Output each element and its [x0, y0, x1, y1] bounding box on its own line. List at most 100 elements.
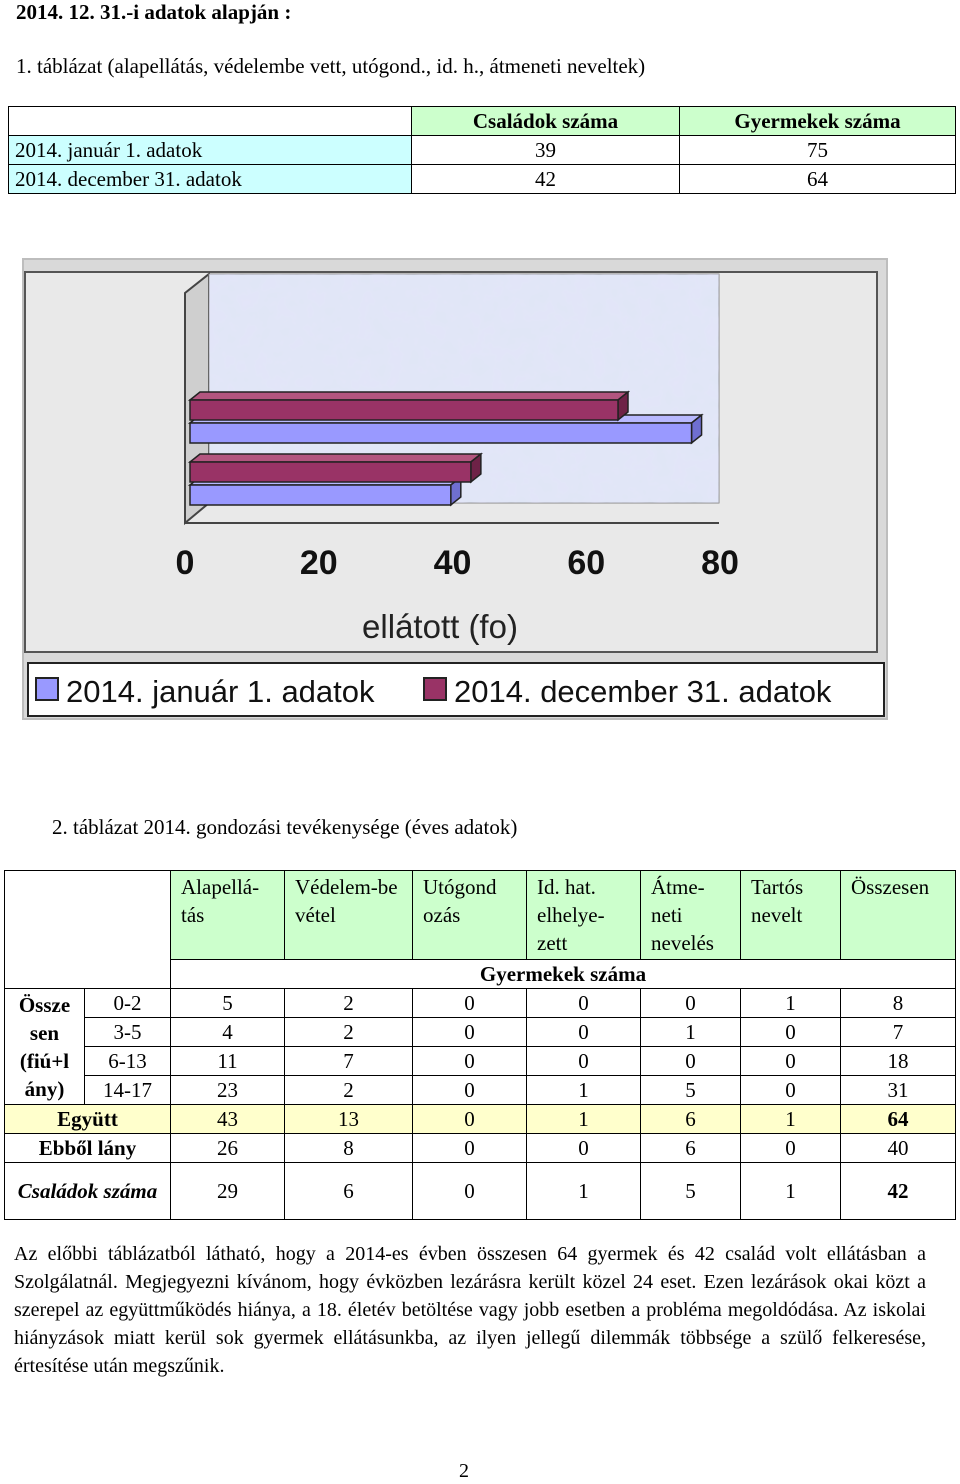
table2-cell: 0: [640, 1046, 741, 1076]
table2-cell: 0: [640, 988, 741, 1018]
table2-cell: 1: [740, 988, 841, 1018]
table2-cell: 1: [740, 1104, 841, 1134]
table1-row-label: 2014. december 31. adatok: [8, 164, 412, 194]
chart-bars: [187, 390, 704, 507]
table2-corner: [4, 870, 171, 960]
table1-row-label: 2014. január 1. adatok: [8, 135, 412, 165]
table2-cell: 6: [640, 1104, 741, 1134]
legend-swatch-jan: [35, 677, 59, 701]
table2-cell: 1: [526, 1075, 641, 1105]
table2-cell: 8: [840, 988, 956, 1018]
table2-cell: 18: [840, 1046, 956, 1076]
page-number: 2: [459, 1460, 469, 1482]
bar-dec-0: [187, 452, 484, 484]
table2-cell: 0: [412, 1162, 527, 1220]
bar-front-face: [189, 461, 472, 483]
table2-col-header: Átme-neti nevelés: [640, 870, 741, 960]
legend-swatch-dec: [423, 677, 447, 701]
table2-age: 0-2: [84, 988, 171, 1018]
table2-cell: 2: [284, 1075, 413, 1105]
table2-cell: 1: [526, 1104, 641, 1134]
table2-cell: 40: [840, 1133, 956, 1163]
table2-families-label: Családok száma: [4, 1162, 171, 1220]
table2-cell: 2: [284, 988, 413, 1018]
bar-top-face: [187, 391, 631, 401]
table2-cell: 0: [740, 1046, 841, 1076]
table1-header-families: Családok száma: [411, 106, 680, 136]
table2-cell: 0: [412, 1075, 527, 1105]
table2-cell: 7: [840, 1017, 956, 1047]
table2-corner-lower: [4, 959, 171, 989]
table2-cell: 29: [170, 1162, 285, 1220]
legend-label-jan: 2014. január 1. adatok: [66, 674, 375, 709]
table1-corner: [8, 106, 412, 136]
table2-cell: 0: [740, 1133, 841, 1163]
table2-cell: 26: [170, 1133, 285, 1163]
page-heading: 2014. 12. 31.-i adatok alapján :: [16, 0, 292, 24]
table1-cell: 42: [411, 164, 680, 194]
x-tick-label: 20: [300, 544, 338, 582]
table2-total-label: Együtt: [4, 1104, 171, 1134]
table2-cell: 64: [840, 1104, 956, 1134]
table2-age: 6-13: [84, 1046, 171, 1076]
table2-cell: 5: [640, 1075, 741, 1105]
table2-cell: 7: [284, 1046, 413, 1076]
table-row: Családok száma 29 6 0 1 5 1 42: [4, 1162, 956, 1220]
table2-col-header: Összesen: [840, 870, 956, 960]
x-axis-label: ellátott (fo): [362, 608, 518, 645]
table1-caption: 1. táblázat (alapellátás, védelembe vett…: [16, 54, 646, 78]
table2-cell: 43: [170, 1104, 285, 1134]
table2-cell: 5: [170, 988, 285, 1018]
table2-col-header: Id. hat. elhelye-zett: [526, 870, 641, 960]
table2-cell: 2: [284, 1017, 413, 1047]
table2-col-header: Tartós nevelt: [740, 870, 841, 960]
table2-cell: 8: [284, 1133, 413, 1163]
bar-front-face: [189, 399, 619, 421]
table2-cell: 1: [640, 1017, 741, 1047]
table2-girls-label: Ebből lány: [4, 1133, 171, 1163]
x-tick-label: 60: [567, 544, 605, 582]
legend-label-dec: 2014. december 31. adatok: [454, 674, 832, 709]
table-row: Gyermekek száma: [4, 959, 956, 989]
table2-cell: 5: [640, 1162, 741, 1220]
table2-cell: 0: [412, 988, 527, 1018]
table2-cell: 0: [526, 1046, 641, 1076]
table2-cell: 0: [526, 1133, 641, 1163]
table-row: 3-5 4 2 0 0 1 0 7: [5, 1017, 956, 1047]
bar-front-face: [189, 484, 452, 506]
table2-cell: 13: [284, 1104, 413, 1134]
table2-cell: 6: [284, 1162, 413, 1220]
table2-cell: 0: [412, 1104, 527, 1134]
table-row: Össze sen (fiú+l ány) 0-2 5 2 0 0 0 1 8: [4, 988, 956, 1105]
table-row: Alapellá-tás Védelem-be vétel Utógond oz…: [4, 870, 956, 960]
table-row: 14-17 23 2 0 1 5 0 31: [5, 1075, 956, 1105]
table2-col-header: Alapellá-tás: [170, 870, 285, 960]
x-tick-label: 0: [176, 544, 195, 582]
table2-group-header: Gyermekek száma: [170, 959, 956, 989]
table1: Családok száma Gyermekek száma 2014. jan…: [8, 106, 956, 194]
table2-cell: 0: [412, 1046, 527, 1076]
table2-col-header: Védelem-be vétel: [284, 870, 413, 960]
table2-col-header: Utógond ozás: [412, 870, 527, 960]
table2-cell: 0: [412, 1017, 527, 1047]
table2-cell: 0: [740, 1017, 841, 1047]
table-row: Családok száma Gyermekek száma: [8, 106, 956, 136]
table1-header-children: Gyermekek száma: [679, 106, 956, 136]
legend-box: [27, 662, 885, 717]
table-row: 2014. január 1. adatok 39 75: [8, 135, 956, 165]
table-row: 6-13 11 7 0 0 0 0 18: [5, 1046, 956, 1076]
table2-cell: 1: [740, 1162, 841, 1220]
bar-chart: 0 20 40 60 80 ellátott (fo) 2014. január 1. …: [22, 258, 888, 720]
bar-dec-1: [187, 390, 631, 422]
x-tick-label: 40: [434, 544, 472, 582]
table2-cell: 23: [170, 1075, 285, 1105]
table2-age: 3-5: [84, 1017, 171, 1047]
table2: Alapellá-tás Védelem-be vétel Utógond oz…: [4, 870, 956, 1220]
table2-caption: 2. táblázat 2014. gondozási tevékenysége…: [52, 815, 518, 839]
chart-ticks: 0 20 40 60 80: [176, 544, 739, 582]
table2-cell: 0: [412, 1133, 527, 1163]
table1-cell: 64: [679, 164, 956, 194]
table-row: Együtt 43 13 0 1 6 1 64: [4, 1104, 956, 1134]
table2-cell: 6: [640, 1133, 741, 1163]
table2-cell: 0: [740, 1075, 841, 1105]
